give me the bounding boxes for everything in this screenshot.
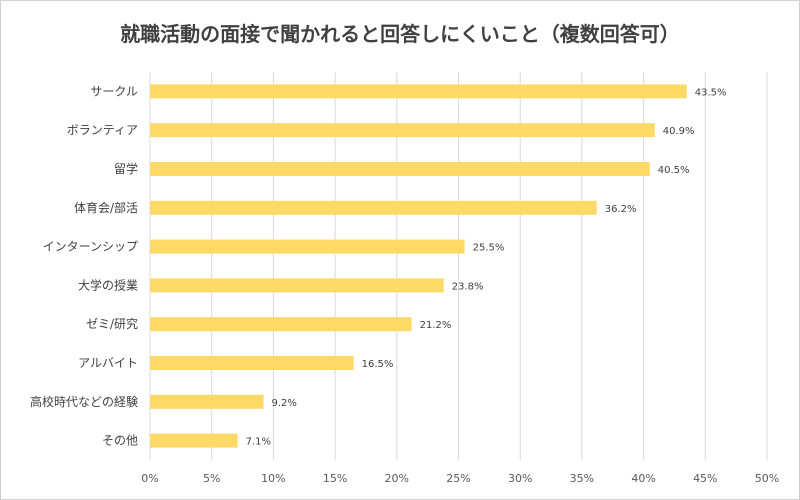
category-label: その他 xyxy=(102,434,138,448)
category-label: 留学 xyxy=(114,161,138,176)
data-label: 25.5% xyxy=(473,243,505,254)
bar xyxy=(150,200,597,215)
bar xyxy=(150,162,650,176)
data-label: 43.5% xyxy=(695,87,727,98)
x-tick-label: 5% xyxy=(203,472,220,485)
x-tick-label: 0% xyxy=(141,472,158,485)
data-label: 40.9% xyxy=(663,126,695,137)
x-tick-label: 35% xyxy=(570,472,594,485)
category-label: 高校時代などの経験 xyxy=(30,394,138,409)
bar xyxy=(150,123,655,138)
data-label: 36.2% xyxy=(605,204,637,215)
x-tick-label: 30% xyxy=(508,472,532,485)
x-tick-label: 15% xyxy=(323,472,347,485)
x-tick-label: 10% xyxy=(261,472,285,485)
category-label: アルバイト xyxy=(78,356,138,370)
data-label: 9.2% xyxy=(272,398,297,409)
data-label: 7.1% xyxy=(246,437,271,448)
bar xyxy=(150,84,687,99)
category-label: インターンシップ xyxy=(43,240,138,254)
data-label: 23.8% xyxy=(452,281,484,292)
category-label: ボランティア xyxy=(67,123,138,137)
x-tick-label: 45% xyxy=(693,472,717,485)
bar xyxy=(150,239,465,254)
chart-title: 就職活動の面接で聞かれると回答しにくいこと（複数回答可） xyxy=(120,22,680,46)
bar xyxy=(150,356,354,370)
category-label: 体育会/部活 xyxy=(74,200,138,215)
category-label: サークル xyxy=(90,84,138,98)
bar xyxy=(150,433,238,448)
category-label: ゼミ/研究 xyxy=(86,316,138,331)
bar xyxy=(150,317,412,332)
bar xyxy=(150,278,444,293)
x-tick-label: 40% xyxy=(631,472,655,485)
category-label: 大学の授業 xyxy=(78,277,138,292)
x-tick-label: 50% xyxy=(755,472,779,485)
bar xyxy=(150,394,264,409)
data-label: 40.5% xyxy=(658,165,690,176)
x-tick-label: 25% xyxy=(446,472,470,485)
data-label: 16.5% xyxy=(362,359,394,370)
data-label: 21.2% xyxy=(420,320,452,331)
x-tick-label: 20% xyxy=(385,472,409,485)
